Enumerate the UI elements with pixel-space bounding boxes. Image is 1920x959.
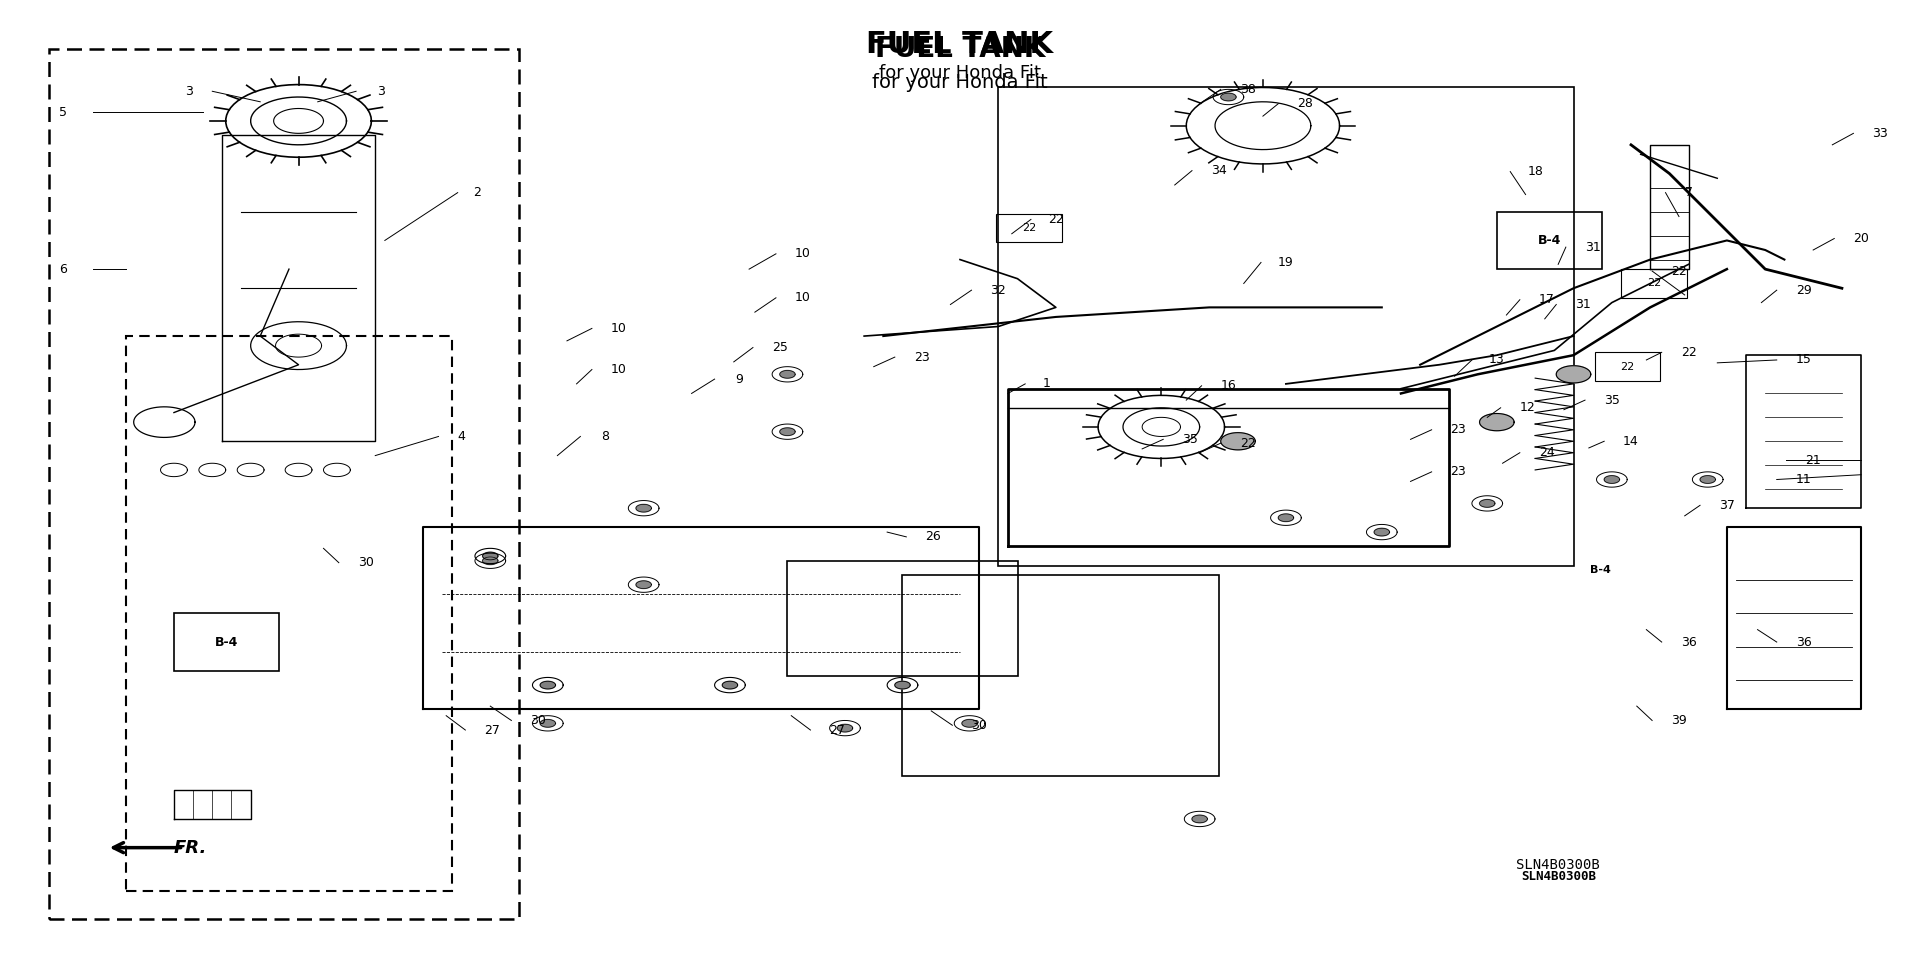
Text: 11: 11 — [1795, 473, 1811, 486]
Text: 2: 2 — [472, 186, 480, 199]
Text: 25: 25 — [772, 341, 787, 354]
Polygon shape — [1480, 413, 1515, 431]
Text: for your Honda Fit: for your Honda Fit — [872, 73, 1048, 92]
Text: 4: 4 — [457, 430, 465, 443]
Polygon shape — [780, 370, 795, 378]
Text: 19: 19 — [1279, 256, 1294, 269]
Polygon shape — [962, 719, 977, 727]
Text: 35: 35 — [1183, 433, 1198, 446]
Text: 23: 23 — [1452, 423, 1467, 436]
Text: 10: 10 — [795, 292, 810, 304]
Text: 14: 14 — [1622, 434, 1640, 448]
Text: 16: 16 — [1221, 380, 1236, 392]
Polygon shape — [722, 681, 737, 689]
Polygon shape — [1605, 476, 1620, 483]
Text: 39: 39 — [1670, 713, 1688, 727]
Polygon shape — [895, 681, 910, 689]
Text: 18: 18 — [1526, 165, 1544, 178]
Polygon shape — [1221, 93, 1236, 101]
Text: 3: 3 — [376, 84, 384, 98]
Text: for your Honda Fit: for your Honda Fit — [879, 63, 1041, 82]
Text: 22: 22 — [1670, 265, 1688, 277]
Text: 23: 23 — [914, 351, 929, 363]
Polygon shape — [1192, 815, 1208, 823]
Polygon shape — [1699, 476, 1715, 483]
Polygon shape — [1480, 500, 1496, 507]
Text: 6: 6 — [60, 263, 67, 275]
Polygon shape — [780, 428, 795, 435]
Text: 38: 38 — [1240, 82, 1256, 96]
Text: 28: 28 — [1298, 97, 1313, 110]
Text: 22: 22 — [1620, 362, 1634, 372]
Text: 8: 8 — [601, 430, 609, 443]
Text: 36: 36 — [1680, 636, 1697, 648]
Text: 22: 22 — [1647, 278, 1661, 289]
Text: FR.: FR. — [175, 839, 207, 856]
Text: B-4: B-4 — [1538, 234, 1561, 247]
Text: 10: 10 — [611, 322, 626, 335]
Text: 30: 30 — [972, 718, 987, 732]
Text: 26: 26 — [925, 530, 941, 544]
Text: 37: 37 — [1718, 499, 1736, 512]
Text: 5: 5 — [60, 105, 67, 119]
Text: 27: 27 — [484, 723, 499, 737]
Text: 29: 29 — [1795, 284, 1811, 296]
Text: 1: 1 — [1043, 378, 1050, 390]
Text: B-4: B-4 — [1590, 566, 1611, 575]
Polygon shape — [1279, 514, 1294, 522]
Text: 10: 10 — [795, 247, 810, 260]
Polygon shape — [1557, 365, 1592, 383]
Polygon shape — [636, 581, 651, 589]
Polygon shape — [540, 681, 555, 689]
Text: 30: 30 — [357, 556, 374, 570]
Text: 31: 31 — [1584, 241, 1601, 253]
Text: 7: 7 — [1684, 186, 1693, 199]
Polygon shape — [636, 504, 651, 512]
Polygon shape — [482, 552, 497, 560]
Polygon shape — [837, 724, 852, 732]
Text: 22: 22 — [1048, 213, 1064, 226]
Text: FUEL TANK: FUEL TANK — [876, 35, 1044, 63]
Text: 21: 21 — [1805, 454, 1820, 467]
Text: SLN4B0300B: SLN4B0300B — [1523, 870, 1597, 883]
Text: 36: 36 — [1795, 636, 1811, 648]
Text: 3: 3 — [186, 84, 194, 98]
Polygon shape — [1221, 433, 1256, 450]
Text: 22: 22 — [1680, 346, 1697, 359]
Text: 12: 12 — [1519, 401, 1536, 414]
Text: 33: 33 — [1872, 127, 1887, 140]
Text: 23: 23 — [1452, 465, 1467, 479]
Text: FUEL TANK: FUEL TANK — [866, 30, 1054, 59]
Text: 15: 15 — [1795, 354, 1811, 366]
Text: SLN4B0300B: SLN4B0300B — [1517, 857, 1599, 872]
Text: 34: 34 — [1212, 164, 1227, 177]
Text: 22: 22 — [1240, 436, 1256, 450]
Text: 31: 31 — [1574, 298, 1592, 311]
Text: 9: 9 — [735, 373, 743, 386]
Polygon shape — [540, 719, 555, 727]
Text: 35: 35 — [1603, 393, 1620, 407]
Text: 13: 13 — [1488, 354, 1505, 366]
Text: B-4: B-4 — [215, 636, 238, 648]
Text: 32: 32 — [991, 284, 1006, 296]
Polygon shape — [1375, 528, 1390, 536]
Polygon shape — [482, 557, 497, 565]
Text: 10: 10 — [611, 363, 626, 376]
Text: 30: 30 — [530, 713, 545, 727]
Text: 17: 17 — [1538, 293, 1555, 306]
Text: 20: 20 — [1853, 232, 1868, 246]
Text: 24: 24 — [1538, 446, 1555, 459]
Text: 27: 27 — [829, 723, 845, 737]
Text: 22: 22 — [1021, 223, 1037, 233]
